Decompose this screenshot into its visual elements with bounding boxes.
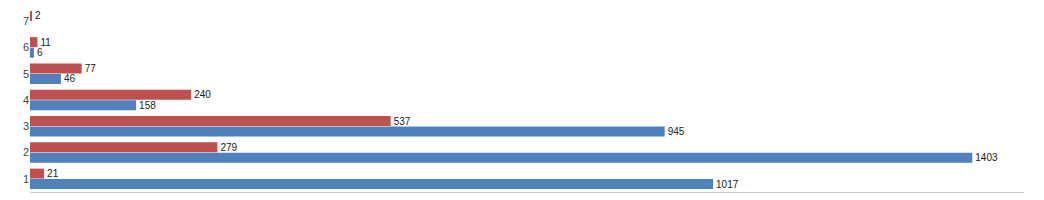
svg-text:158: 158	[139, 100, 156, 111]
svg-text:6: 6	[37, 47, 43, 58]
svg-text:4: 4	[23, 94, 29, 106]
svg-text:3: 3	[23, 120, 29, 132]
svg-text:1: 1	[23, 173, 29, 185]
svg-text:2: 2	[35, 10, 41, 21]
svg-text:1403: 1403	[975, 152, 998, 163]
svg-text:537: 537	[394, 116, 411, 127]
svg-text:5: 5	[23, 68, 29, 80]
svg-text:11: 11	[40, 37, 51, 48]
svg-text:279: 279	[220, 142, 237, 153]
svg-text:46: 46	[64, 73, 76, 84]
svg-text:240: 240	[194, 89, 211, 100]
svg-text:1017: 1017	[716, 179, 739, 190]
svg-text:6: 6	[23, 41, 29, 53]
svg-text:77: 77	[85, 63, 97, 74]
svg-text:2: 2	[23, 146, 29, 158]
svg-text:945: 945	[668, 126, 685, 137]
svg-text:7: 7	[23, 15, 29, 27]
svg-text:21: 21	[47, 168, 59, 179]
